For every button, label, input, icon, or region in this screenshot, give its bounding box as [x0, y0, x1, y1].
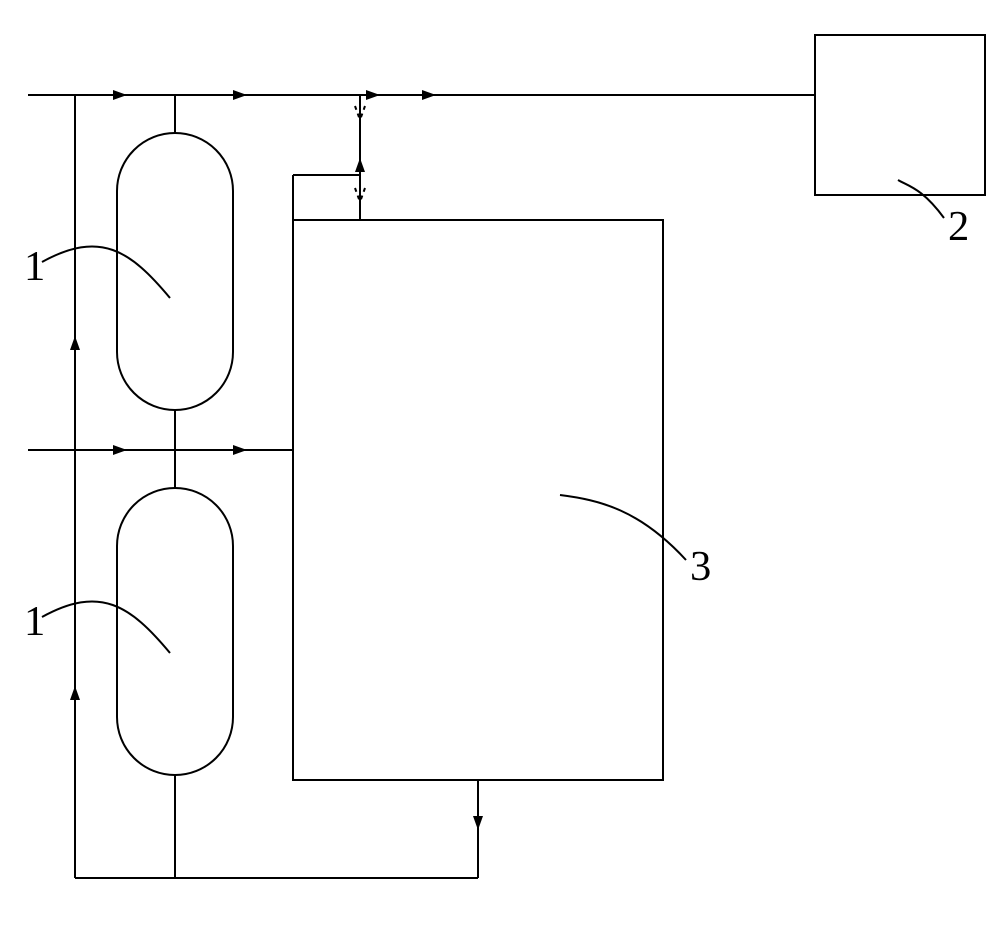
label-L3: 3 — [690, 543, 711, 590]
label-L1b: 1 — [24, 598, 45, 645]
label-L2: 2 — [948, 203, 969, 250]
label-L1a: 1 — [24, 243, 45, 290]
canvas-bg — [0, 0, 1000, 943]
